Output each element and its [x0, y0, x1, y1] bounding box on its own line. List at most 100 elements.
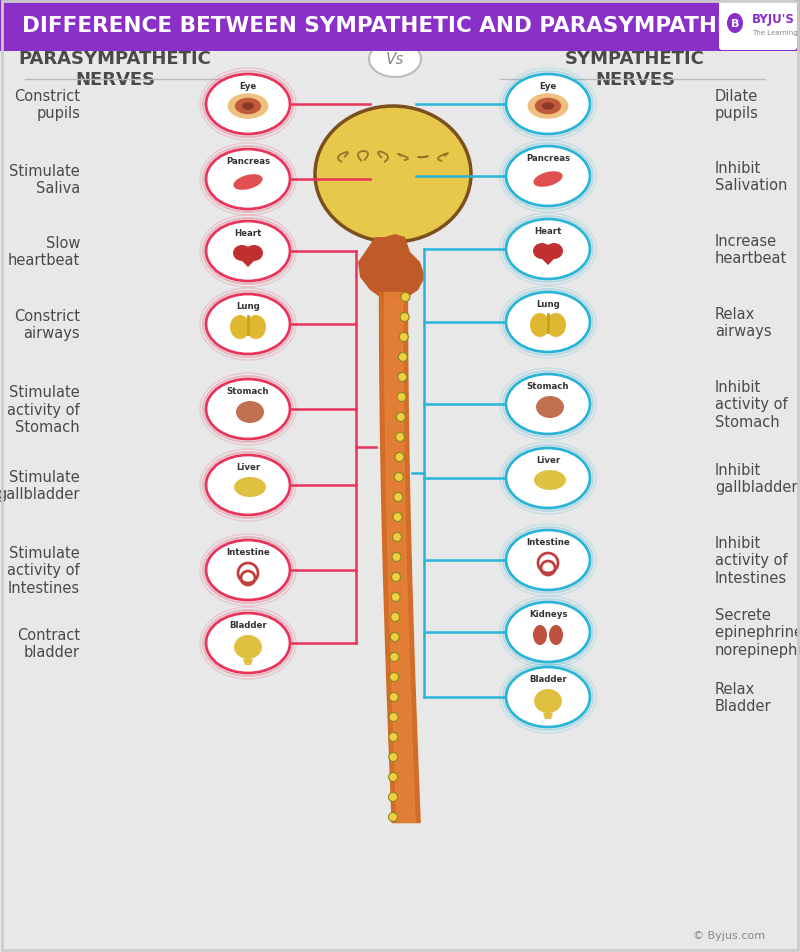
Text: Inhibit
activity of
Intestines: Inhibit activity of Intestines [715, 536, 788, 585]
Circle shape [390, 653, 399, 662]
Ellipse shape [542, 103, 554, 110]
Text: Inhibit
Salivation: Inhibit Salivation [715, 161, 787, 193]
Ellipse shape [727, 14, 743, 34]
Circle shape [391, 573, 401, 582]
Circle shape [395, 453, 404, 462]
Ellipse shape [242, 103, 254, 110]
Text: The Learning App: The Learning App [752, 30, 800, 36]
Ellipse shape [230, 316, 250, 340]
Polygon shape [543, 713, 553, 720]
Text: Inhibit
activity of
Stomach: Inhibit activity of Stomach [715, 380, 788, 429]
Circle shape [395, 433, 405, 442]
Circle shape [391, 593, 400, 602]
Ellipse shape [369, 42, 421, 78]
Ellipse shape [246, 316, 266, 340]
Text: Stomach: Stomach [226, 387, 270, 395]
Circle shape [389, 733, 398, 742]
Circle shape [390, 673, 398, 682]
Ellipse shape [534, 470, 566, 490]
Ellipse shape [206, 149, 290, 209]
Text: Stimulate
Saliva: Stimulate Saliva [10, 164, 80, 196]
Text: Bladder: Bladder [229, 621, 267, 629]
Polygon shape [536, 254, 560, 266]
Text: Liver: Liver [536, 455, 560, 465]
Ellipse shape [506, 75, 590, 135]
Circle shape [394, 493, 402, 502]
Polygon shape [236, 256, 260, 268]
Text: Bladder: Bladder [529, 674, 567, 684]
Text: Slow
heartbeat: Slow heartbeat [8, 235, 80, 268]
Ellipse shape [506, 448, 590, 508]
Ellipse shape [234, 635, 262, 660]
Text: © Byjus.com: © Byjus.com [693, 930, 765, 940]
Text: Kidneys: Kidneys [529, 609, 567, 618]
Text: DIFFERENCE BETWEEN SYMPATHETIC AND PARASYMPATHETIC: DIFFERENCE BETWEEN SYMPATHETIC AND PARAS… [22, 16, 770, 36]
Ellipse shape [506, 147, 590, 207]
Text: Pancreas: Pancreas [226, 157, 270, 166]
Circle shape [397, 393, 406, 402]
Text: Heart: Heart [234, 228, 262, 238]
Circle shape [389, 753, 398, 762]
Text: Lung: Lung [236, 302, 260, 310]
Circle shape [396, 413, 406, 422]
Text: Constrict
pupils: Constrict pupils [14, 89, 80, 121]
Ellipse shape [206, 75, 290, 135]
Text: B: B [731, 19, 739, 29]
Ellipse shape [534, 172, 562, 188]
Text: Stimulate
activity of
Stomach: Stimulate activity of Stomach [7, 385, 80, 434]
Ellipse shape [533, 244, 551, 260]
Circle shape [389, 713, 398, 722]
Text: SYMPATHETIC
NERVES: SYMPATHETIC NERVES [565, 50, 705, 89]
Ellipse shape [234, 478, 266, 498]
Ellipse shape [206, 222, 290, 282]
Ellipse shape [506, 220, 590, 280]
Ellipse shape [528, 94, 568, 120]
Ellipse shape [506, 603, 590, 663]
Text: PARASYMPATHETIC
NERVES: PARASYMPATHETIC NERVES [18, 50, 211, 89]
Polygon shape [358, 235, 425, 301]
Circle shape [400, 313, 409, 322]
Circle shape [398, 353, 407, 362]
Text: Stimulate
gallbladder: Stimulate gallbladder [0, 469, 80, 502]
Polygon shape [243, 660, 253, 665]
Text: BYJU'S: BYJU'S [752, 12, 795, 26]
Text: Relax
Bladder: Relax Bladder [715, 681, 772, 713]
Ellipse shape [534, 99, 562, 115]
Ellipse shape [206, 295, 290, 355]
Text: Constrict
airways: Constrict airways [14, 308, 80, 341]
Circle shape [398, 373, 407, 382]
Ellipse shape [533, 625, 547, 645]
Ellipse shape [235, 99, 262, 115]
Ellipse shape [245, 246, 263, 262]
Text: Contract
bladder: Contract bladder [17, 627, 80, 660]
Text: Intestine: Intestine [226, 547, 270, 556]
Text: Dilate
pupils: Dilate pupils [715, 89, 759, 121]
Ellipse shape [506, 667, 590, 727]
Text: Vs: Vs [386, 52, 404, 68]
Circle shape [393, 533, 402, 542]
Circle shape [394, 473, 403, 482]
Ellipse shape [206, 455, 290, 515]
Text: Secrete
epinephrine &
norepinephrine: Secrete epinephrine & norepinephrine [715, 607, 800, 657]
Text: Inhibit
gallbladder: Inhibit gallbladder [715, 463, 798, 495]
Text: Intestine: Intestine [526, 537, 570, 546]
Circle shape [393, 513, 402, 522]
Ellipse shape [530, 313, 550, 338]
Text: Stomach: Stomach [526, 382, 570, 390]
Text: Lung: Lung [536, 300, 560, 308]
Circle shape [392, 553, 401, 562]
Ellipse shape [536, 397, 564, 419]
Ellipse shape [227, 94, 268, 120]
Ellipse shape [545, 244, 563, 260]
Text: Relax
airways: Relax airways [715, 307, 772, 339]
Text: Stimulate
activity of
Intestines: Stimulate activity of Intestines [7, 545, 80, 595]
Text: Pancreas: Pancreas [526, 153, 570, 163]
Ellipse shape [236, 402, 264, 424]
Circle shape [390, 633, 399, 642]
Text: Heart: Heart [534, 227, 562, 236]
Ellipse shape [315, 107, 471, 243]
Ellipse shape [206, 613, 290, 673]
Ellipse shape [233, 246, 251, 262]
Text: Liver: Liver [236, 463, 260, 471]
Circle shape [390, 613, 400, 622]
